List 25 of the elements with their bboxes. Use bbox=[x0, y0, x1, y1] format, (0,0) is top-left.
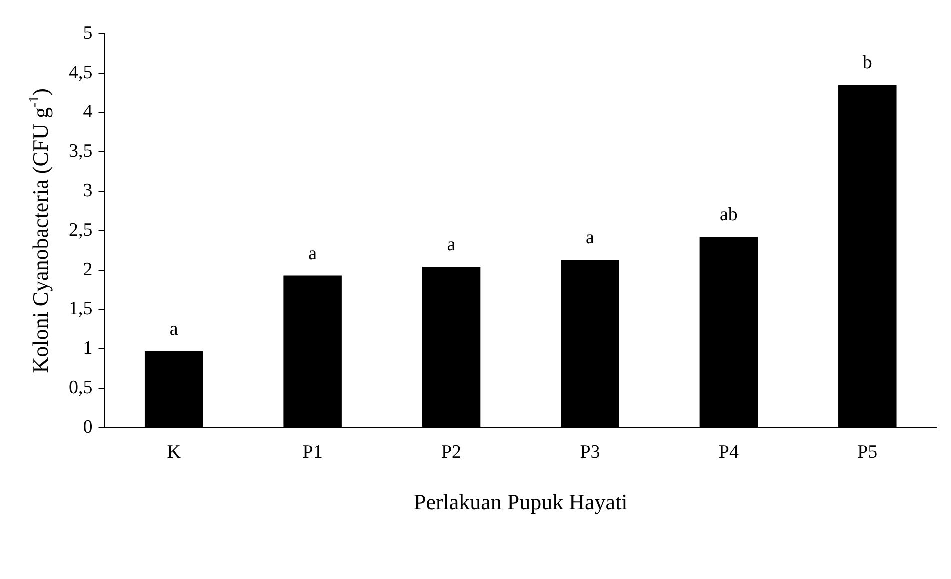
x-tick-label: P3 bbox=[580, 442, 600, 464]
annotation: b bbox=[862, 52, 872, 74]
x-tick-label: P2 bbox=[441, 442, 462, 464]
x-axis-title: Perlakuan Pupuk Hayati bbox=[414, 490, 628, 515]
y-tick-label: 1,5 bbox=[69, 298, 93, 320]
annotation: a bbox=[586, 228, 596, 249]
y-tick-label: 0 bbox=[83, 416, 93, 438]
y-tick-label: 2 bbox=[83, 259, 93, 280]
x-tick-label: P5 bbox=[858, 442, 878, 464]
x-tick-label: P1 bbox=[302, 442, 323, 464]
annotation: a bbox=[170, 318, 179, 340]
y-tick-label: 3,5 bbox=[69, 141, 93, 162]
y-tick-label: 4 bbox=[83, 102, 94, 123]
y-tick-label: 4,5 bbox=[69, 62, 93, 84]
y-axis-title: Koloni Cyanobacteria (CFU g-1) bbox=[28, 88, 53, 374]
x-tick-label: P4 bbox=[718, 442, 740, 464]
y-tick-label: 2,5 bbox=[69, 220, 93, 241]
annotation: ab bbox=[720, 204, 738, 226]
annotation: a bbox=[447, 234, 456, 256]
x-tick-label: K bbox=[167, 442, 182, 464]
y-tick-label: 1 bbox=[83, 338, 93, 360]
y-tick-label: 5 bbox=[83, 22, 93, 44]
y-tick-label: 3 bbox=[83, 180, 93, 202]
annotation: a bbox=[308, 243, 318, 264]
y-tick-label: 0,5 bbox=[69, 377, 93, 398]
